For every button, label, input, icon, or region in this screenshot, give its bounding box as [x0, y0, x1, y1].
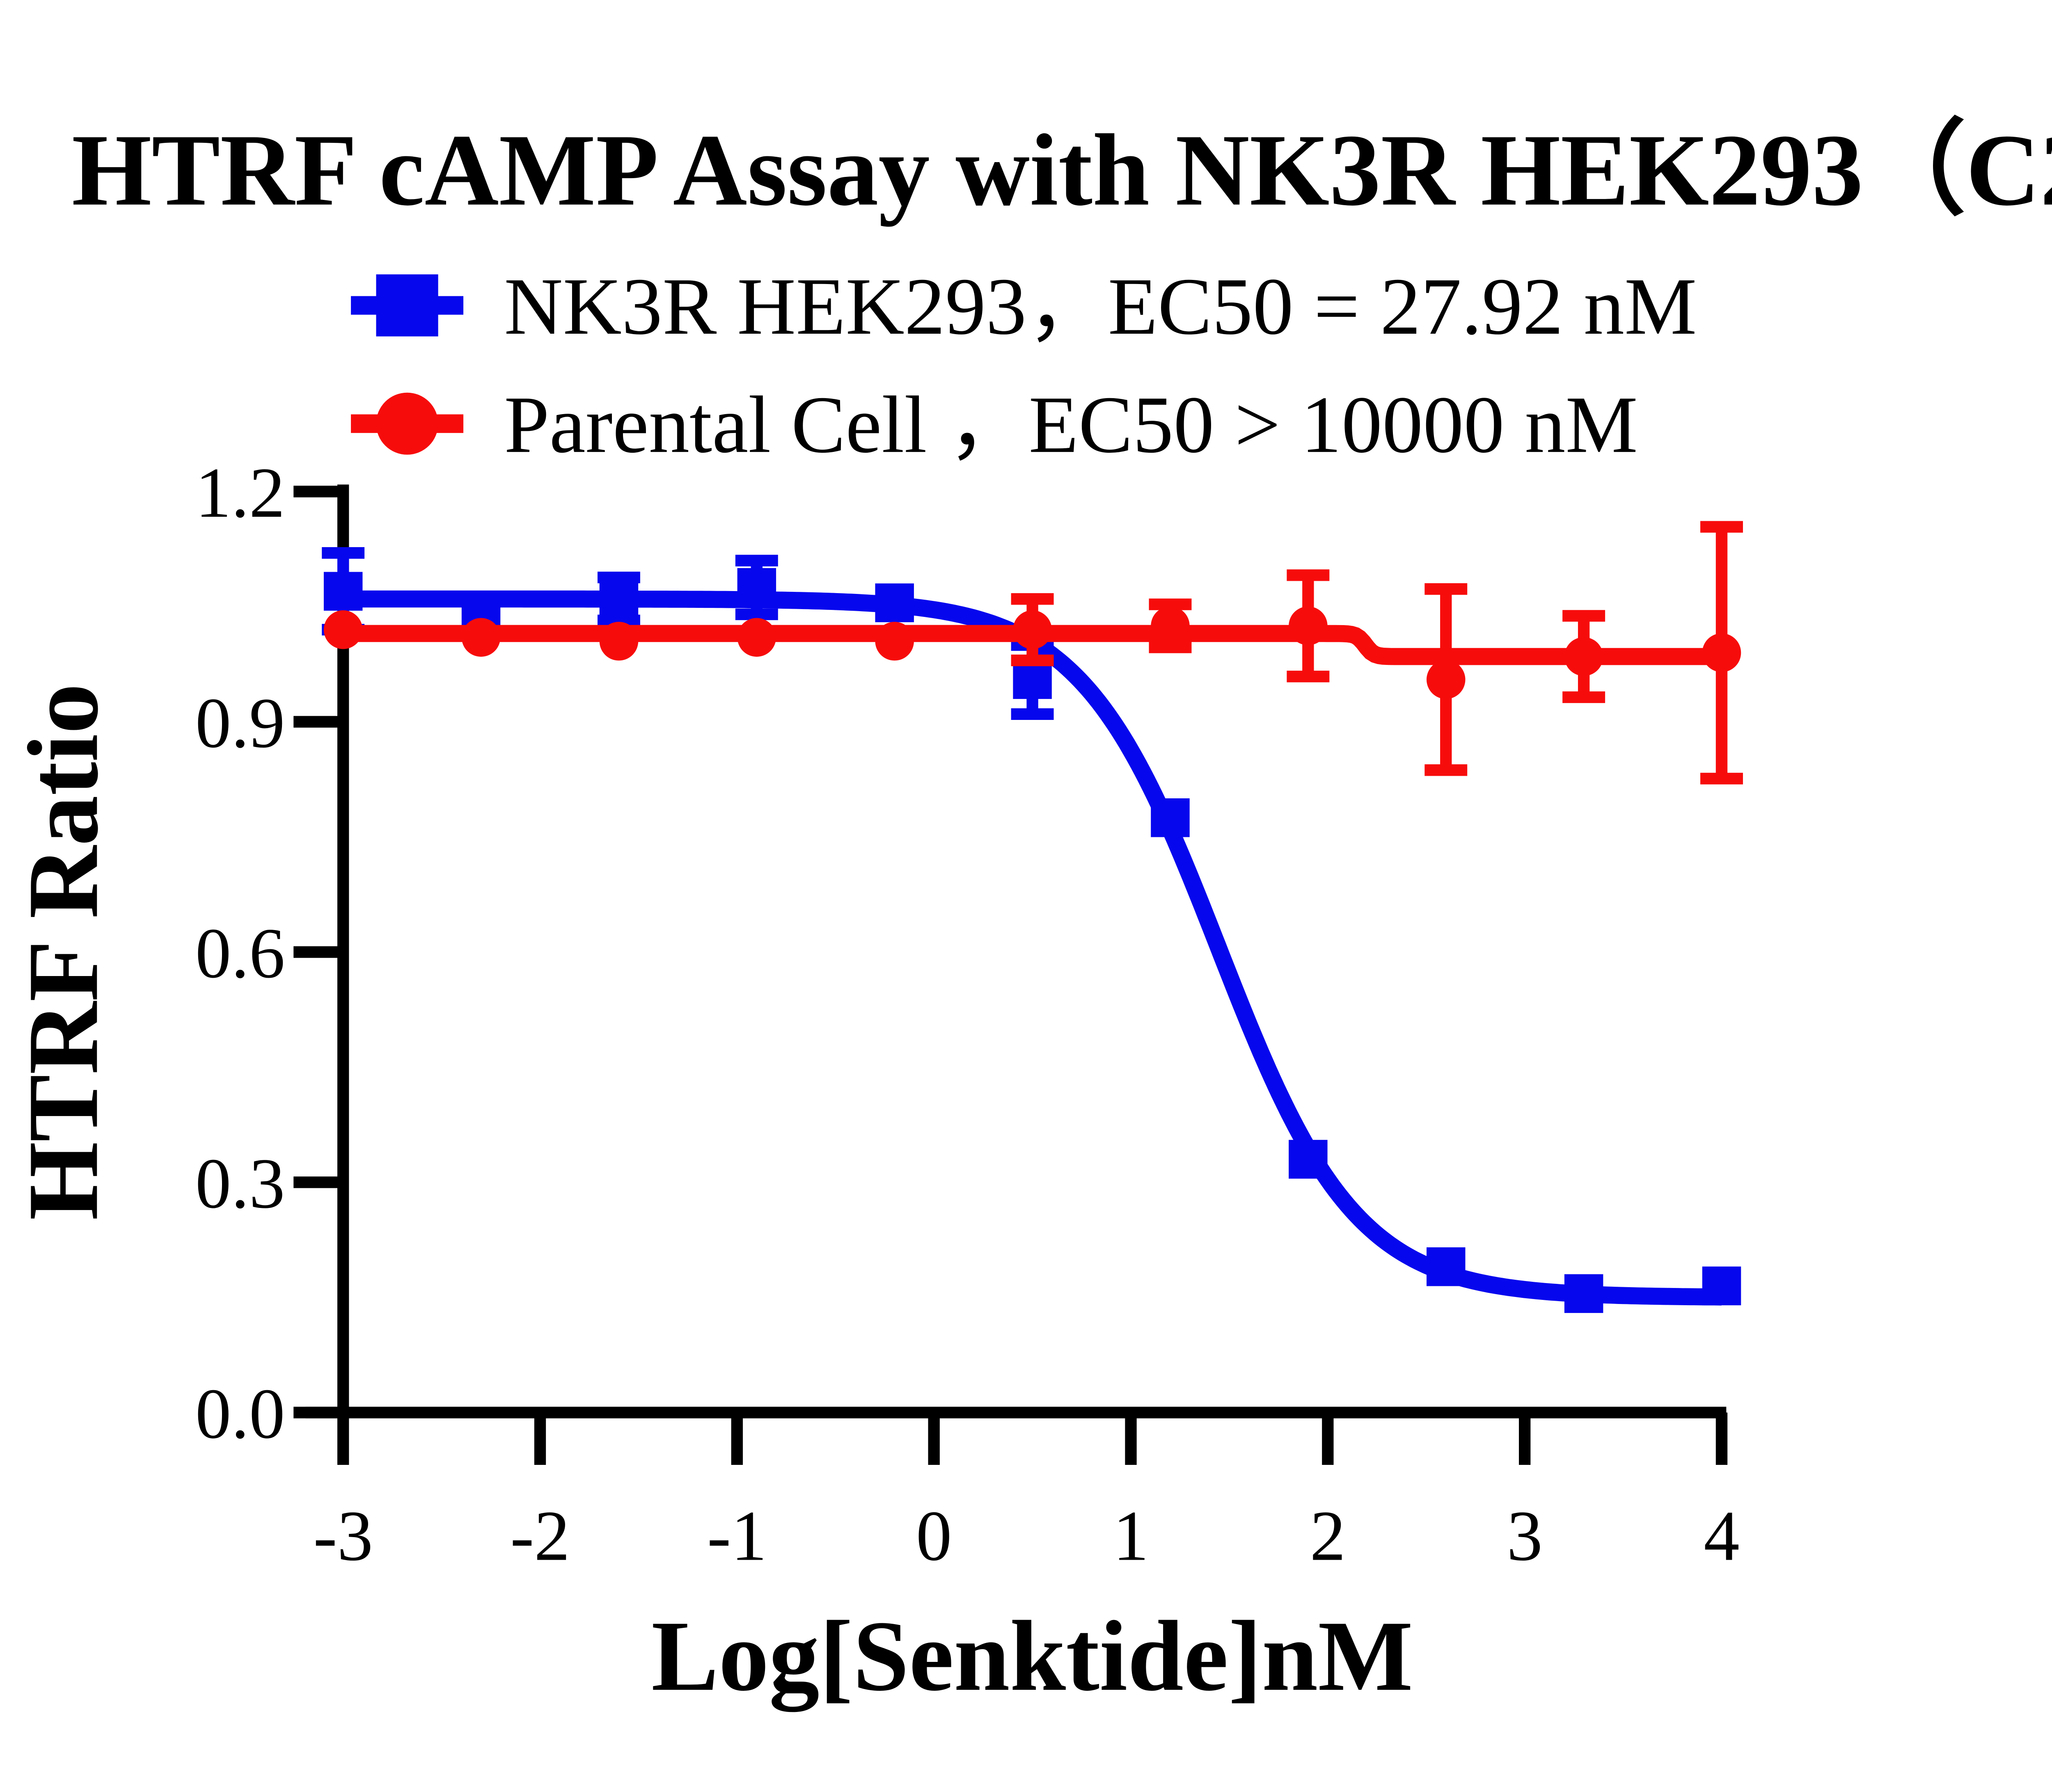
data-point-nk3r	[875, 583, 914, 622]
data-point-nk3r	[737, 568, 776, 607]
data-point-parental	[323, 610, 363, 649]
y-tick-label: 0.0	[195, 1374, 285, 1453]
data-point-nk3r	[323, 572, 363, 611]
y-tick-label: 0.3	[195, 1143, 285, 1223]
data-point-nk3r	[599, 580, 639, 619]
data-point-parental	[1564, 637, 1603, 676]
legend-label-nk3r: NK3R HEK293，EC50 = 27.92 nM	[504, 261, 1697, 351]
data-point-parental	[1702, 633, 1741, 672]
series-parental	[323, 521, 1743, 785]
plot-area	[322, 521, 1743, 1313]
y-axis-title: HTRF Ratio	[7, 683, 119, 1220]
data-point-parental	[599, 621, 639, 661]
x-tick-label: -3	[313, 1496, 373, 1576]
data-point-parental	[1151, 606, 1190, 646]
x-tick-label: -2	[510, 1496, 570, 1576]
data-point-parental	[875, 621, 914, 661]
x-tick-label: 0	[916, 1496, 952, 1576]
y-tick-label: 0.6	[195, 913, 285, 993]
legend-circle-icon	[376, 392, 438, 455]
x-tick-label: -1	[707, 1496, 767, 1576]
data-point-nk3r	[1151, 798, 1190, 837]
legend-label-parental: Parental Cell ，EC50 > 10000 nM	[504, 379, 1638, 470]
x-tick-label: 1	[1113, 1496, 1149, 1576]
data-point-nk3r	[1564, 1274, 1603, 1313]
x-axis-title: Log[Senktide]nM	[651, 1600, 1413, 1712]
data-point-parental	[461, 618, 501, 657]
data-point-parental	[737, 618, 776, 657]
data-point-parental	[1427, 660, 1466, 699]
x-tick-label: 4	[1704, 1496, 1739, 1576]
data-point-parental	[1289, 606, 1328, 646]
y-tick-label: 1.2	[195, 453, 285, 532]
legend: NK3R HEK293，EC50 = 27.92 nM Parental Cel…	[351, 261, 1697, 470]
x-tick-label: 2	[1310, 1496, 1346, 1576]
legend-square-icon	[376, 274, 438, 337]
y-tick-label: 0.9	[195, 683, 285, 763]
data-point-nk3r	[1702, 1266, 1741, 1306]
data-point-nk3r	[1289, 1140, 1328, 1179]
chart-title: HTRF cAMP Assay with NK3R HEK293（C28）	[72, 113, 2052, 227]
data-point-parental	[1013, 610, 1052, 649]
data-point-nk3r	[1427, 1247, 1466, 1286]
x-tick-label: 3	[1507, 1496, 1542, 1576]
data-point-nk3r	[1013, 660, 1052, 699]
axes: 0.0 0.3 0.6 0.9 1.2 -3 -2 -1 0 1 2 3 4	[195, 453, 1740, 1576]
